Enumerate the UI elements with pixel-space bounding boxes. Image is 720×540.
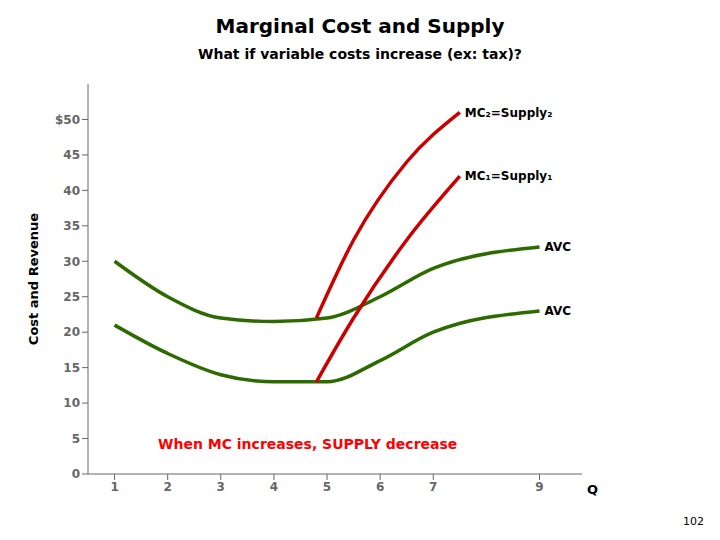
svg-text:15: 15 [63,361,80,375]
svg-text:AVC: AVC [545,304,572,318]
svg-text:AVC: AVC [545,240,572,254]
svg-text:35: 35 [63,219,80,233]
svg-text:9: 9 [535,480,543,494]
html-text:102: 102 [683,515,704,528]
svg-text:30: 30 [63,255,80,269]
svg-text:4: 4 [270,480,278,494]
svg-text:2: 2 [163,480,171,494]
svg-text:10: 10 [63,396,80,410]
svg-text:Cost and Revenue: Cost and Revenue [26,213,41,345]
html-text:Marginal Cost and Supply: Marginal Cost and Supply [215,14,505,38]
svg-text:20: 20 [63,325,80,339]
svg-text:0: 0 [72,467,80,481]
svg-text:40: 40 [63,184,80,198]
svg-text:6: 6 [376,480,384,494]
html-text:When MC increases, SUPPLY decr: When MC increases, SUPPLY decrease [158,436,458,452]
svg-text:Q: Q [587,482,598,497]
svg-text:3: 3 [217,480,225,494]
svg-text:MC₂=Supply₂: MC₂=Supply₂ [465,106,553,120]
svg-text:1: 1 [110,480,118,494]
svg-text:$50: $50 [55,113,80,127]
svg-text:7: 7 [429,480,437,494]
svg-text:25: 25 [63,290,80,304]
svg-text:5: 5 [323,480,331,494]
svg-text:MC₁=Supply₁: MC₁=Supply₁ [465,169,553,183]
svg-text:5: 5 [72,432,80,446]
html-text:What if variable costs increas: What if variable costs increase (ex: tax… [198,46,522,62]
svg-text:45: 45 [63,148,80,162]
